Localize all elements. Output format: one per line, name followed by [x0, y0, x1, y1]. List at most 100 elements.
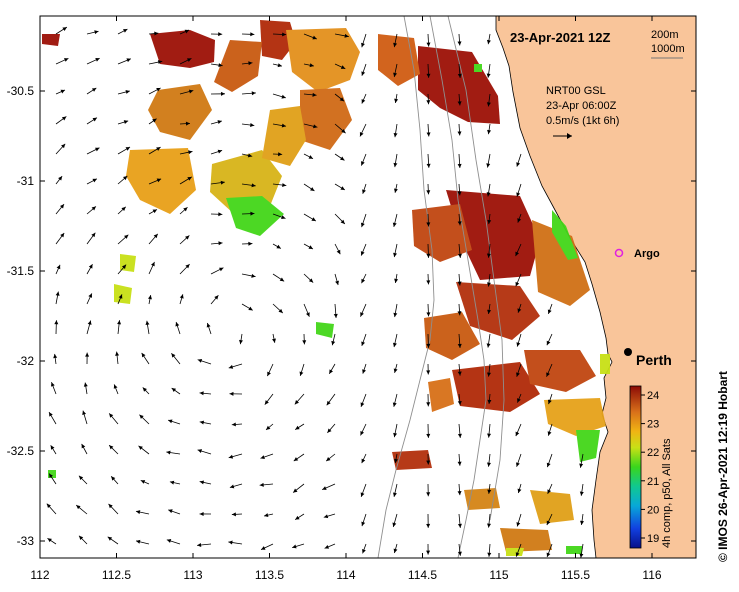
current-arrowhead	[426, 343, 431, 348]
current-arrowhead	[140, 480, 146, 484]
current-arrowhead	[62, 27, 67, 31]
current-arrowhead	[142, 387, 147, 392]
current-arrowhead	[92, 178, 97, 183]
current-arrowhead	[457, 73, 462, 78]
current-arrowhead	[394, 278, 399, 283]
current-arrowhead	[228, 364, 234, 369]
current-arrowhead	[305, 312, 310, 317]
current-arrowhead	[54, 320, 59, 325]
perth-label: Perth	[636, 352, 672, 368]
lon-tick-label: 114	[336, 568, 355, 582]
imos-credit: © IMOS 26-Apr-2021 12:19 Hobart	[716, 371, 730, 562]
lat-tick-label: -31.5	[7, 264, 35, 278]
current-arrowhead	[393, 162, 398, 168]
current-arrowhead	[546, 520, 551, 526]
current-arrowhead	[486, 343, 491, 348]
current-arrowhead	[50, 445, 55, 450]
current-arrowhead	[76, 505, 81, 510]
current-arrowhead	[260, 455, 265, 459]
current-arrowhead	[56, 264, 61, 270]
current-arrowhead	[457, 41, 462, 46]
current-arrowhead	[361, 521, 366, 527]
current-arrowhead	[148, 295, 152, 300]
current-arrowhead	[393, 42, 398, 48]
current-arrowhead	[302, 340, 307, 345]
current-arrowhead	[457, 343, 462, 348]
current-arrowhead	[81, 443, 86, 449]
current-arrowhead	[295, 425, 300, 430]
current-arrowhead	[361, 458, 366, 464]
current-arrowhead	[83, 382, 88, 387]
current-arrowhead	[82, 410, 87, 415]
current-arrowhead	[250, 32, 255, 37]
current-arrowhead	[457, 253, 462, 258]
current-arrowhead	[457, 523, 462, 528]
current-arrowhead	[457, 433, 462, 438]
current-arrowhead	[199, 511, 204, 516]
current-arrowhead	[88, 293, 93, 298]
current-arrowhead	[393, 432, 398, 438]
current-arrowhead	[340, 65, 346, 69]
current-arrowhead	[426, 253, 431, 258]
lat-tick-label: -31	[17, 174, 35, 188]
current-arrowhead	[188, 150, 193, 155]
current-arrowhead	[361, 71, 366, 76]
current-arrowhead	[487, 433, 492, 438]
current-arrowhead	[516, 192, 521, 197]
current-arrowhead	[123, 29, 128, 33]
current-arrowhead	[278, 308, 283, 314]
map-border	[39, 15, 697, 559]
current-arrowhead	[426, 222, 431, 227]
current-arrowhead	[547, 431, 552, 436]
current-arrowhead	[326, 457, 331, 462]
argo-label: Argo	[634, 248, 660, 260]
current-arrowhead	[515, 552, 520, 557]
current-arrowhead	[394, 458, 398, 464]
current-arrowhead	[169, 480, 175, 485]
current-arrowhead	[361, 278, 366, 284]
current-arrowhead	[457, 401, 462, 406]
current-arrowhead	[219, 267, 224, 272]
lat-tick-label: -32	[17, 354, 35, 368]
current-arrowhead	[486, 282, 491, 287]
lat-tick-label: -33	[17, 534, 35, 548]
current-arrowhead	[63, 58, 69, 62]
current-arrowhead	[214, 295, 219, 300]
current-arrowhead	[486, 253, 491, 258]
current-arrowhead	[393, 72, 398, 77]
current-arrowhead	[188, 89, 194, 94]
current-arrowhead	[579, 463, 584, 468]
current-arrowhead	[393, 492, 397, 497]
current-arrowhead	[326, 400, 331, 406]
current-arrowhead	[393, 368, 398, 373]
colorbar-tick-label: 21	[647, 476, 659, 488]
current-arrowhead	[360, 402, 365, 407]
current-arrowhead	[426, 433, 431, 438]
current-arrowhead	[324, 544, 330, 549]
current-arrowhead	[546, 462, 551, 468]
current-arrowhead	[282, 183, 287, 188]
current-arrowhead	[251, 183, 256, 188]
sst-patches	[42, 20, 610, 556]
current-arrowhead	[139, 414, 144, 419]
current-arrowhead	[335, 280, 339, 286]
current-arrowhead	[516, 462, 520, 467]
current-arrowhead	[308, 155, 314, 159]
contour-legend-1000m: 1000m	[651, 43, 685, 55]
current-arrowhead	[121, 206, 126, 212]
current-arrowhead	[49, 473, 53, 478]
current-source: NRT00 GSL	[546, 85, 606, 97]
current-arrowhead	[229, 391, 234, 396]
current-arrowhead	[281, 123, 287, 128]
current-arrowhead	[312, 92, 317, 97]
current-arrowhead	[267, 371, 271, 377]
contour-legend-200m: 200m	[651, 29, 679, 41]
current-arrowhead	[220, 180, 225, 185]
current-arrowhead	[426, 100, 431, 105]
current-arrowhead	[487, 219, 492, 225]
current-arrowhead	[231, 422, 236, 427]
current-arrowhead	[313, 124, 318, 129]
lon-tick-label: 113.5	[255, 568, 284, 582]
current-arrowhead	[547, 309, 552, 314]
colorbar-tick-label: 19	[647, 533, 659, 545]
